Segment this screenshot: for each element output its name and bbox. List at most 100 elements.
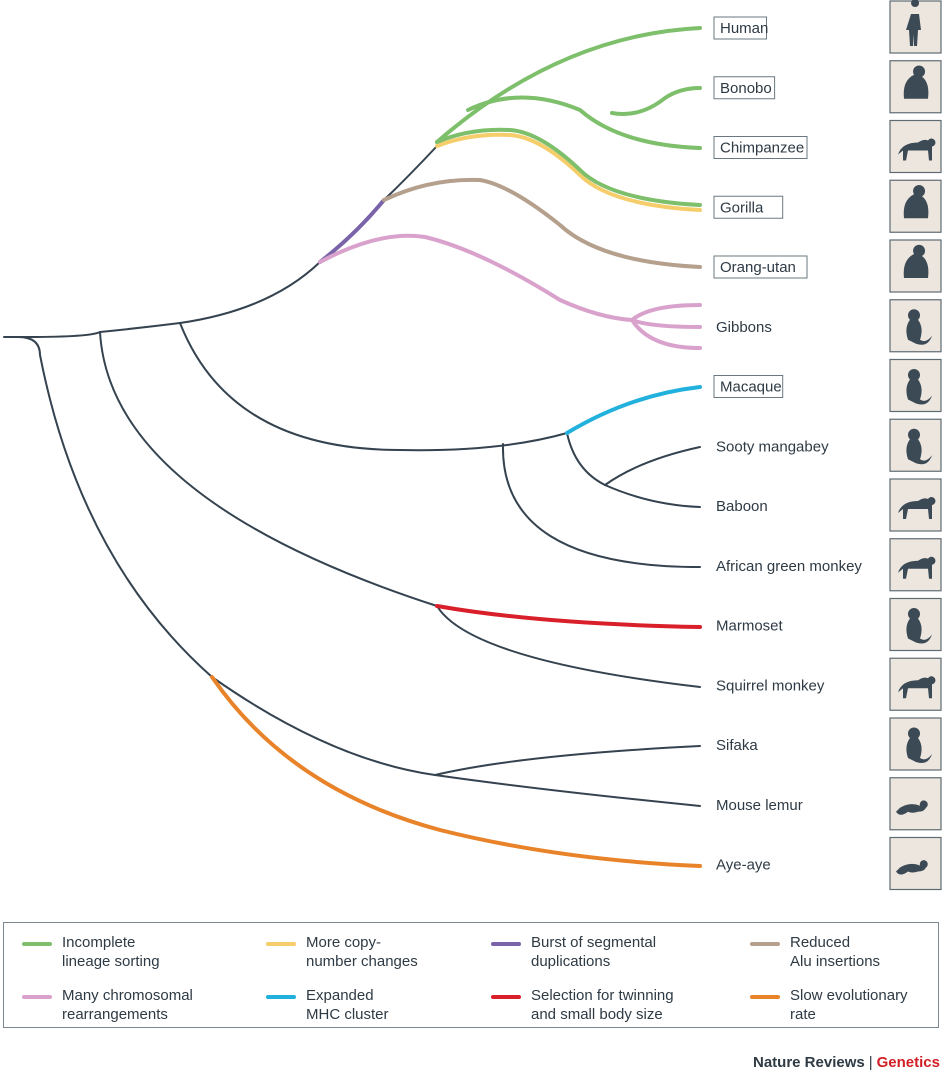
pink-branch-gibbon-3 <box>630 318 702 350</box>
legend-text-line1: Expanded <box>306 987 374 1004</box>
pink-branch-gibbon-1 <box>630 303 702 322</box>
taxon-name: Sooty mangabey <box>716 438 829 455</box>
taxon-label-gorilla: Gorilla <box>713 195 784 219</box>
taxon-label-baboon: Baboon <box>716 498 768 515</box>
taxon-labels: Human Bonobo Chimpanzee Gorilla Orang-utan Gi… <box>713 16 862 874</box>
green-branch-chimp-bonobo <box>466 95 702 150</box>
legend-swatch <box>750 995 780 999</box>
journal-name: Nature Reviews <box>753 1054 865 1071</box>
taxon-label-human: Human <box>713 16 768 40</box>
branch-to-sifaka-mouse-lemur <box>211 676 436 776</box>
taxon-icons <box>889 0 942 891</box>
taxon-name: Chimpanzee <box>720 140 804 157</box>
tree-branches <box>3 145 701 807</box>
bonobo-silhouette-icon <box>889 60 942 114</box>
legend-text-line1: More copy- <box>306 934 382 951</box>
squirrel-monkey-silhouette-icon <box>889 657 942 711</box>
taxon-label-squirrel-monkey: Squirrel monkey <box>716 677 825 694</box>
taxon-name: African green monkey <box>716 558 862 575</box>
legend-text-line1: Many chromosomal <box>62 987 193 1004</box>
taxon-label-sooty-mangabey: Sooty mangabey <box>716 438 829 455</box>
green-branch-gorilla <box>435 127 702 207</box>
legend-text-line2: MHC cluster <box>306 1006 389 1023</box>
legend-swatch <box>491 942 521 946</box>
highlighted-branches <box>210 26 702 868</box>
taxon-name: Aye-aye <box>716 857 771 874</box>
legend-swatch <box>750 942 780 946</box>
legend-text-line1: Slow evolutionary <box>790 987 908 1004</box>
legend-text-line2: duplications <box>531 953 611 970</box>
gibbon-silhouette-icon <box>889 299 942 353</box>
legend-text-line2: lineage sorting <box>62 953 160 970</box>
branch-african-green-monkey <box>501 443 701 568</box>
taxon-label-chimpanzee: Chimpanzee <box>713 136 808 159</box>
legend-text-line1: Incomplete <box>62 934 136 951</box>
green-branch-bonobo <box>610 86 702 116</box>
legend-text-line1: Burst of segmental <box>531 934 657 951</box>
legend-text-line2: number changes <box>306 953 418 970</box>
taxon-label-box <box>713 375 784 398</box>
branch-mouse-lemur <box>434 774 701 807</box>
taxon-name: Human <box>720 20 768 37</box>
sooty-mangabey-silhouette-icon <box>889 418 942 472</box>
baboon-silhouette-icon <box>889 478 942 532</box>
taxon-label-macaque: Macaque <box>713 375 784 398</box>
orange-branch-aye-aye <box>210 675 702 868</box>
legend-swatch <box>22 942 52 946</box>
legend-text-line2: rate <box>790 1006 816 1023</box>
legend-text-line2: and small body size <box>531 1006 663 1023</box>
branch-simians-to-catarrhini <box>179 261 321 324</box>
purple-branch-segmental-duplications <box>318 198 386 264</box>
branch-haplorhini-to-simians <box>99 322 181 333</box>
orang-utan-silhouette-icon <box>889 239 942 293</box>
legend-swatch <box>266 942 296 946</box>
human-silhouette-icon <box>889 0 942 54</box>
taxon-name: Sifaka <box>716 737 758 754</box>
taxon-label-african-green-monkey: African green monkey <box>716 558 862 575</box>
taxon-label-bonobo: Bonobo <box>713 76 776 100</box>
taxon-name: Mouse lemur <box>716 797 803 814</box>
sifaka-silhouette-icon <box>889 717 942 771</box>
gorilla-silhouette-icon <box>889 179 942 233</box>
yellow-branch-gorilla <box>435 132 702 212</box>
legend-swatch <box>22 995 52 999</box>
cyan-branch-macaque <box>565 385 702 435</box>
pink-branch-gibbons <box>318 233 634 322</box>
green-branch-human <box>435 26 702 144</box>
macaque-silhouette-icon <box>889 358 942 413</box>
legend-swatch <box>491 995 521 999</box>
branch-root-to-strepsirrhini <box>17 336 213 678</box>
legend-swatch <box>266 995 296 999</box>
taxon-label-gibbons: Gibbons <box>716 319 772 336</box>
branch-root-to-haplorhini <box>27 331 101 338</box>
legend-text-line2: Alu insertions <box>790 953 881 970</box>
branch-hominidae-stem <box>383 145 438 201</box>
taxon-label-box <box>713 16 767 40</box>
taxon-name: Gorilla <box>720 199 764 216</box>
taxon-label-mouse-lemur: Mouse lemur <box>716 797 803 814</box>
legend-text-line1: Reduced <box>790 934 851 951</box>
branch-to-new-world-monkeys <box>99 331 438 607</box>
branch-to-baboon-mangabey <box>566 432 606 486</box>
legend-text-line1: Selection for twinning <box>531 987 674 1004</box>
taxon-name: Bonobo <box>720 80 772 97</box>
taxon-label-box <box>713 195 784 219</box>
mouse-lemur-silhouette-icon <box>889 777 942 831</box>
legend-text-line2: rearrangements <box>62 1006 168 1023</box>
taxon-name: Gibbons <box>716 319 772 336</box>
tan-branch-orang-utan <box>382 177 702 269</box>
taxon-name: Orang-utan <box>720 259 796 276</box>
branch-to-old-world-monkeys <box>179 322 568 452</box>
branch-squirrel-monkey <box>436 605 701 688</box>
african-green-monkey-silhouette-icon <box>889 538 942 592</box>
phylogenetic-tree: Human Bonobo Chimpanzee Gorilla Orang-utan Gi… <box>3 0 942 891</box>
marmoset-silhouette-icon <box>889 597 942 652</box>
taxon-label-box <box>713 255 808 279</box>
aye-aye-silhouette-icon <box>889 836 942 891</box>
branch-sifaka <box>434 745 701 776</box>
red-branch-marmoset <box>435 604 702 629</box>
legend: Incomplete lineage sorting More copy-numb… <box>3 922 939 1028</box>
taxon-name: Baboon <box>716 498 768 515</box>
taxon-label-box <box>713 136 808 159</box>
taxon-name: Macaque <box>720 379 782 396</box>
